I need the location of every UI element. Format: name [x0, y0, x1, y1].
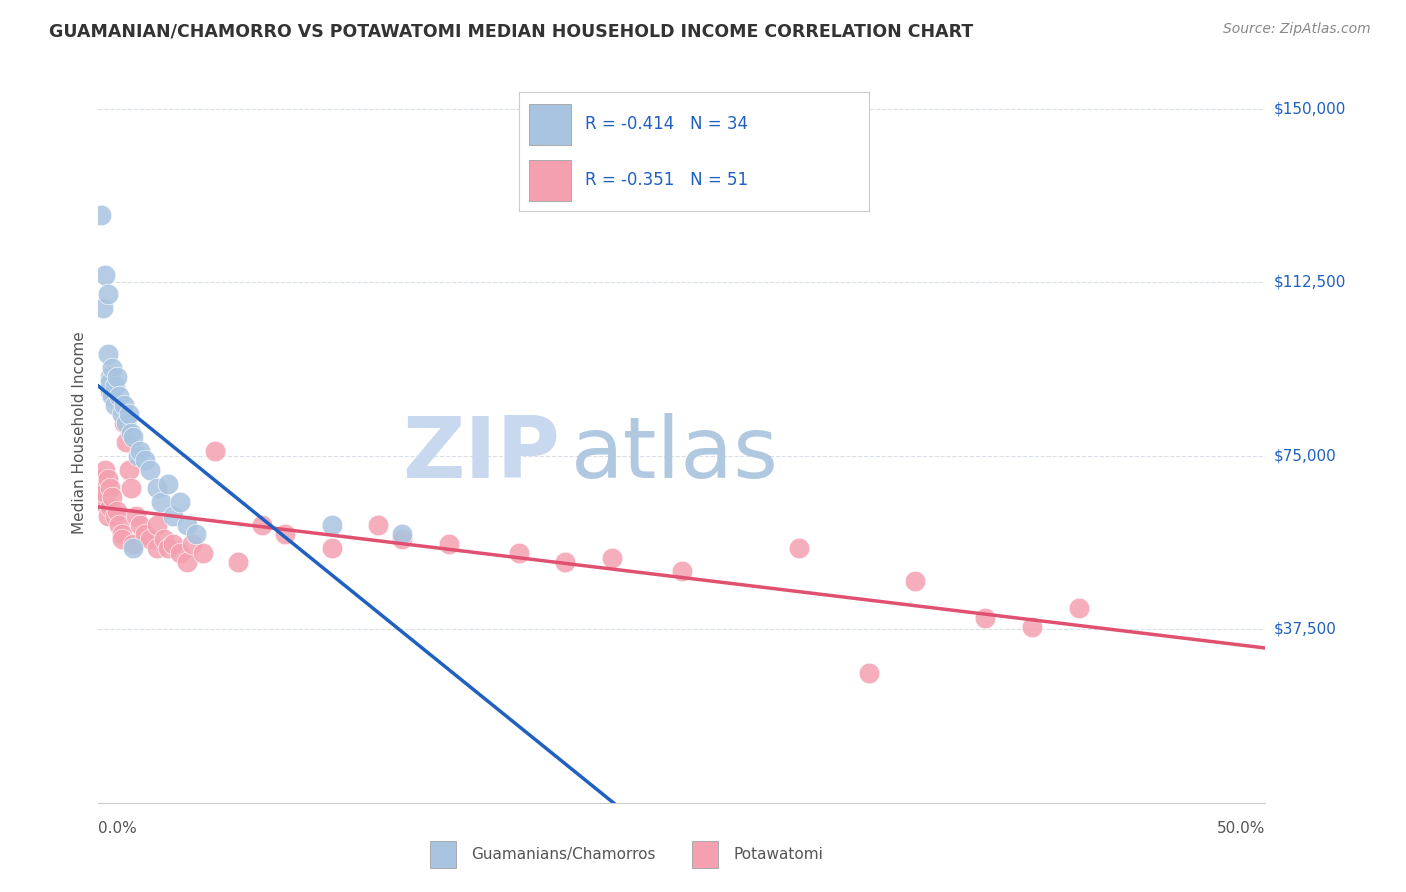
Point — [228, 555, 250, 569]
Text: Source: ZipAtlas.com: Source: ZipAtlas.com — [1223, 22, 1371, 37]
Point — [104, 379, 127, 393]
Point — [90, 472, 112, 486]
Point — [134, 527, 156, 541]
Point — [111, 527, 134, 541]
Text: $150,000: $150,000 — [1274, 101, 1346, 116]
Point — [1067, 601, 1090, 615]
Point — [101, 491, 124, 505]
Point — [1021, 620, 1043, 634]
Point — [139, 462, 162, 476]
Point — [204, 444, 226, 458]
Point — [97, 472, 120, 486]
Y-axis label: Median Household Income: Median Household Income — [72, 331, 87, 534]
Point — [104, 398, 127, 412]
Point — [122, 536, 145, 550]
Point — [112, 417, 135, 431]
Point — [600, 550, 623, 565]
Point — [250, 518, 273, 533]
Point — [157, 541, 180, 556]
Point — [180, 536, 202, 550]
Point — [671, 565, 693, 579]
Point — [94, 462, 117, 476]
Point — [150, 495, 173, 509]
Point — [176, 555, 198, 569]
Point — [554, 555, 576, 569]
Point — [98, 481, 121, 495]
Point — [157, 476, 180, 491]
Text: ZIP: ZIP — [402, 413, 560, 496]
Point — [97, 286, 120, 301]
Point — [120, 425, 142, 440]
Point — [97, 508, 120, 523]
Point — [146, 481, 169, 495]
Point — [274, 527, 297, 541]
Point — [94, 485, 117, 500]
Point — [904, 574, 927, 588]
Point — [111, 532, 134, 546]
Text: $37,500: $37,500 — [1274, 622, 1337, 637]
Point — [437, 536, 460, 550]
Point — [112, 398, 135, 412]
Point — [98, 384, 121, 398]
Point — [108, 388, 131, 402]
Point — [321, 518, 343, 533]
Point — [105, 370, 128, 384]
Point — [105, 504, 128, 518]
Point — [97, 347, 120, 361]
Point — [91, 301, 114, 315]
Point — [115, 417, 138, 431]
Point — [176, 518, 198, 533]
Point — [508, 546, 530, 560]
Text: $75,000: $75,000 — [1274, 449, 1337, 463]
Point — [152, 532, 174, 546]
Point — [169, 546, 191, 560]
Point — [787, 541, 810, 556]
Point — [139, 532, 162, 546]
Point — [122, 430, 145, 444]
Point — [98, 375, 121, 389]
Point — [974, 610, 997, 624]
Point — [118, 462, 141, 476]
Point — [127, 449, 149, 463]
Point — [104, 508, 127, 523]
Point — [90, 208, 112, 222]
Point — [134, 453, 156, 467]
Point — [162, 536, 184, 550]
Point — [101, 388, 124, 402]
Text: 50.0%: 50.0% — [1218, 822, 1265, 837]
Point — [115, 434, 138, 449]
Point — [367, 518, 389, 533]
Point — [391, 527, 413, 541]
Point — [169, 495, 191, 509]
Point — [129, 444, 152, 458]
Point — [391, 532, 413, 546]
Point — [146, 518, 169, 533]
Point — [91, 481, 114, 495]
Point — [111, 407, 134, 421]
Text: $112,500: $112,500 — [1274, 275, 1346, 290]
Point — [120, 481, 142, 495]
Point — [118, 407, 141, 421]
Point — [98, 500, 121, 514]
Point — [98, 370, 121, 384]
Point — [146, 541, 169, 556]
Point — [193, 546, 215, 560]
Point — [162, 508, 184, 523]
Point — [122, 541, 145, 556]
Point — [108, 518, 131, 533]
Text: 0.0%: 0.0% — [98, 822, 138, 837]
Point — [129, 518, 152, 533]
Point — [101, 360, 124, 375]
Point — [186, 527, 208, 541]
Point — [91, 495, 114, 509]
Point — [321, 541, 343, 556]
Text: GUAMANIAN/CHAMORRO VS POTAWATOMI MEDIAN HOUSEHOLD INCOME CORRELATION CHART: GUAMANIAN/CHAMORRO VS POTAWATOMI MEDIAN … — [49, 22, 973, 40]
Point — [125, 508, 148, 523]
Point — [858, 666, 880, 681]
Text: atlas: atlas — [571, 413, 779, 496]
Point — [94, 268, 117, 283]
